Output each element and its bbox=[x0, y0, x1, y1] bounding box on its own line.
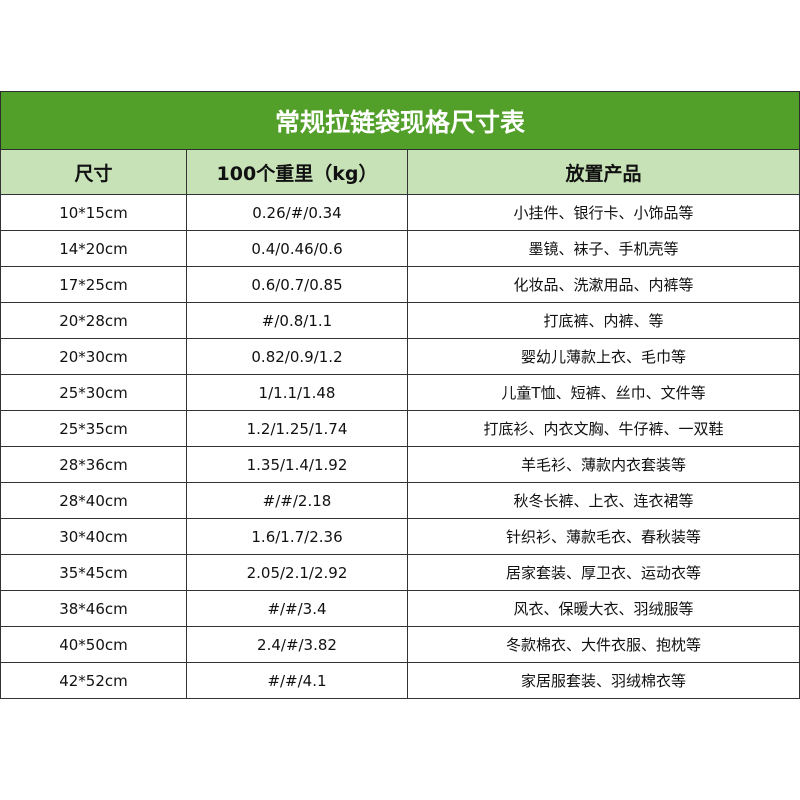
size-cell: 30*40cm bbox=[0, 518, 187, 555]
products-cell: 化妆品、洗漱用品、内裤等 bbox=[407, 266, 800, 303]
table-row: 20*28cm #/0.8/1.1 打底裤、内裤、等 bbox=[0, 302, 800, 339]
size-table: 常规拉链袋现格尺寸表 尺寸 100个重里（kg） 放置产品 10*15cm 0.2… bbox=[0, 91, 800, 699]
weight-cell: 0.26/#/0.34 bbox=[186, 194, 408, 231]
weight-cell: #/0.8/1.1 bbox=[186, 302, 408, 339]
table-title: 常规拉链袋现格尺寸表 bbox=[0, 91, 800, 150]
products-cell: 婴幼儿薄款上衣、毛巾等 bbox=[407, 338, 800, 375]
header-weight: 100个重里（kg） bbox=[186, 149, 408, 195]
table-row: 25*30cm 1/1.1/1.48 儿童T恤、短裤、丝巾、文件等 bbox=[0, 374, 800, 411]
products-cell: 儿童T恤、短裤、丝巾、文件等 bbox=[407, 374, 800, 411]
size-cell: 40*50cm bbox=[0, 626, 187, 663]
table-row: 14*20cm 0.4/0.46/0.6 墨镜、袜子、手机壳等 bbox=[0, 230, 800, 267]
weight-cell: 0.82/0.9/1.2 bbox=[186, 338, 408, 375]
table-row: 40*50cm 2.4/#/3.82 冬款棉衣、大件衣服、抱枕等 bbox=[0, 626, 800, 663]
header-row: 尺寸 100个重里（kg） 放置产品 bbox=[0, 149, 800, 195]
table-row: 10*15cm 0.26/#/0.34 小挂件、银行卡、小饰品等 bbox=[0, 194, 800, 231]
products-cell: 风衣、保暖大衣、羽绒服等 bbox=[407, 590, 800, 627]
weight-cell: 1.2/1.25/1.74 bbox=[186, 410, 408, 447]
header-size: 尺寸 bbox=[0, 149, 187, 195]
weight-cell: 2.05/2.1/2.92 bbox=[186, 554, 408, 591]
table-row: 30*40cm 1.6/1.7/2.36 针织衫、薄款毛衣、春秋装等 bbox=[0, 518, 800, 555]
size-cell: 35*45cm bbox=[0, 554, 187, 591]
table-row: 35*45cm 2.05/2.1/2.92 居家套装、厚卫衣、运动衣等 bbox=[0, 554, 800, 591]
products-cell: 打底裤、内裤、等 bbox=[407, 302, 800, 339]
products-cell: 秋冬长裤、上衣、连衣裙等 bbox=[407, 482, 800, 519]
weight-cell: #/#/4.1 bbox=[186, 662, 408, 699]
products-cell: 打底衫、内衣文胸、牛仔裤、一双鞋 bbox=[407, 410, 800, 447]
weight-cell: 1/1.1/1.48 bbox=[186, 374, 408, 411]
size-cell: 25*30cm bbox=[0, 374, 187, 411]
weight-cell: 0.6/0.7/0.85 bbox=[186, 266, 408, 303]
products-cell: 针织衫、薄款毛衣、春秋装等 bbox=[407, 518, 800, 555]
table-row: 42*52cm #/#/4.1 家居服套装、羽绒棉衣等 bbox=[0, 662, 800, 699]
size-cell: 17*25cm bbox=[0, 266, 187, 303]
size-cell: 10*15cm bbox=[0, 194, 187, 231]
size-cell: 28*40cm bbox=[0, 482, 187, 519]
table-row: 20*30cm 0.82/0.9/1.2 婴幼儿薄款上衣、毛巾等 bbox=[0, 338, 800, 375]
weight-cell: 1.35/1.4/1.92 bbox=[186, 446, 408, 483]
products-cell: 居家套装、厚卫衣、运动衣等 bbox=[407, 554, 800, 591]
size-cell: 20*28cm bbox=[0, 302, 187, 339]
size-cell: 25*35cm bbox=[0, 410, 187, 447]
products-cell: 冬款棉衣、大件衣服、抱枕等 bbox=[407, 626, 800, 663]
weight-cell: #/#/2.18 bbox=[186, 482, 408, 519]
header-products: 放置产品 bbox=[407, 149, 800, 195]
products-cell: 墨镜、袜子、手机壳等 bbox=[407, 230, 800, 267]
size-cell: 20*30cm bbox=[0, 338, 187, 375]
table-row: 17*25cm 0.6/0.7/0.85 化妆品、洗漱用品、内裤等 bbox=[0, 266, 800, 303]
table-row: 28*36cm 1.35/1.4/1.92 羊毛衫、薄款内衣套装等 bbox=[0, 446, 800, 483]
weight-cell: 1.6/1.7/2.36 bbox=[186, 518, 408, 555]
products-cell: 家居服套装、羽绒棉衣等 bbox=[407, 662, 800, 699]
products-cell: 羊毛衫、薄款内衣套装等 bbox=[407, 446, 800, 483]
size-cell: 28*36cm bbox=[0, 446, 187, 483]
size-cell: 42*52cm bbox=[0, 662, 187, 699]
size-cell: 38*46cm bbox=[0, 590, 187, 627]
table-row: 38*46cm #/#/3.4 风衣、保暖大衣、羽绒服等 bbox=[0, 590, 800, 627]
table-row: 28*40cm #/#/2.18 秋冬长裤、上衣、连衣裙等 bbox=[0, 482, 800, 519]
weight-cell: 2.4/#/3.82 bbox=[186, 626, 408, 663]
size-table-container: 常规拉链袋现格尺寸表 尺寸 100个重里（kg） 放置产品 10*15cm 0.2… bbox=[0, 91, 800, 699]
products-cell: 小挂件、银行卡、小饰品等 bbox=[407, 194, 800, 231]
weight-cell: 0.4/0.46/0.6 bbox=[186, 230, 408, 267]
table-row: 25*35cm 1.2/1.25/1.74 打底衫、内衣文胸、牛仔裤、一双鞋 bbox=[0, 410, 800, 447]
weight-cell: #/#/3.4 bbox=[186, 590, 408, 627]
size-cell: 14*20cm bbox=[0, 230, 187, 267]
